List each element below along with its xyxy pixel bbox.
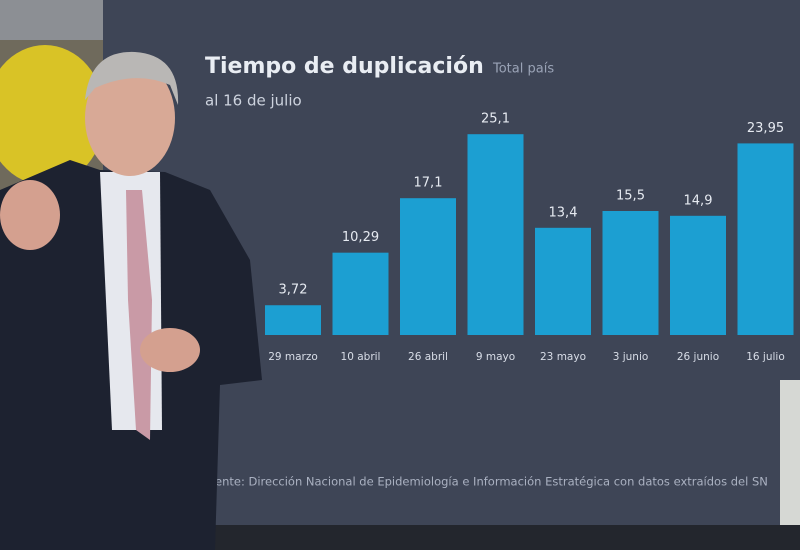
chart-subtitle: Total país <box>492 62 554 77</box>
value-label: 25,1 <box>481 112 510 127</box>
value-label: 17,1 <box>414 176 443 191</box>
x-tick-label: 9 mayo <box>476 351 515 363</box>
value-label: 23,95 <box>747 121 784 136</box>
bar <box>535 227 591 335</box>
bar <box>332 252 389 335</box>
tie <box>126 190 152 440</box>
x-tick-label: 26 abril <box>408 351 448 363</box>
screen-edge <box>780 380 800 525</box>
value-label: 13,4 <box>549 205 578 220</box>
yellow-tree <box>0 45 105 185</box>
x-tick-label: 29 marzo <box>268 351 318 363</box>
x-tick-label: 23 mayo <box>540 351 586 363</box>
presenter <box>0 51 262 550</box>
x-tick-label: 26 junio <box>677 351 719 363</box>
chart-title: Tiempo de duplicación <box>205 54 484 79</box>
date-note: al 16 de julio <box>205 92 302 110</box>
bar <box>400 198 456 335</box>
bar <box>467 134 524 335</box>
bar <box>670 215 726 335</box>
x-tick-label: 10 abril <box>341 351 381 363</box>
value-label: 10,29 <box>342 230 379 245</box>
value-label: 14,9 <box>684 193 713 208</box>
x-tick-label: 16 julio <box>746 351 785 363</box>
source-note: ente: Dirección Nacional de Epidemiologí… <box>215 475 768 489</box>
chart: Tiempo de duplicación Total país al 16 d… <box>205 54 794 489</box>
bar <box>602 211 659 335</box>
value-label: 3,72 <box>279 283 308 298</box>
wall <box>0 0 110 40</box>
value-label: 15,5 <box>616 189 645 204</box>
bar <box>265 305 321 335</box>
hair <box>85 51 179 105</box>
bar <box>737 143 794 335</box>
raised-hand <box>0 180 60 250</box>
x-tick-label: 3 junio <box>613 351 649 363</box>
lower-hand <box>140 328 200 372</box>
head <box>85 60 175 176</box>
